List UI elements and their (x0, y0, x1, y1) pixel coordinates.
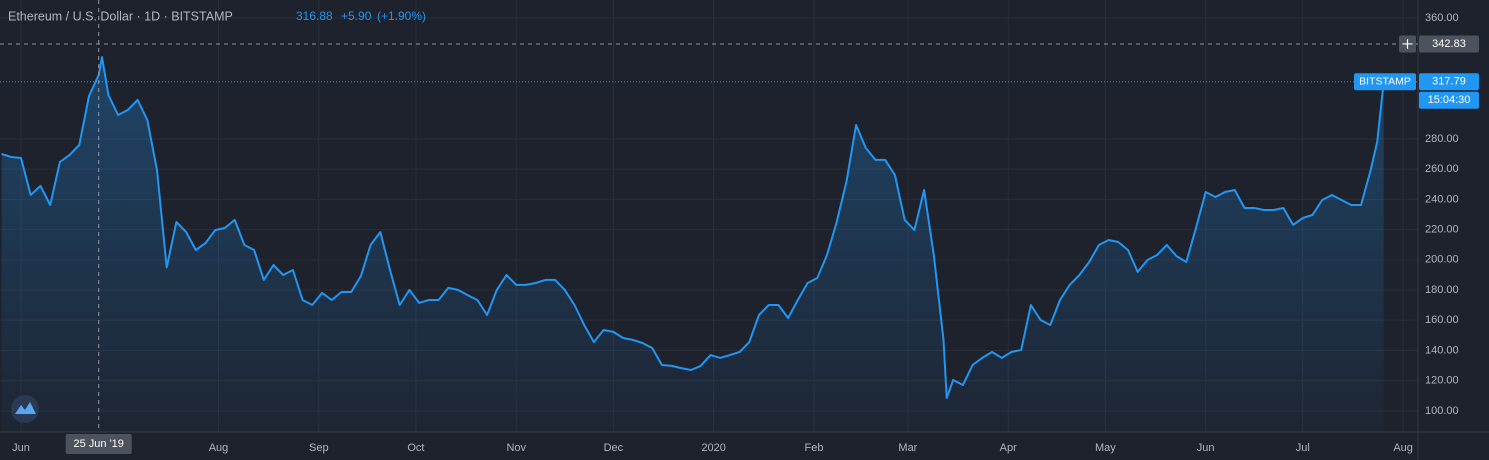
crosshair-y-box (1419, 35, 1479, 53)
last-price-box (1419, 73, 1479, 91)
x-tick-label: Oct (407, 442, 424, 454)
y-tick-label: 360.00 (1425, 12, 1459, 24)
y-tick-label: 200.00 (1425, 254, 1459, 266)
header-change: +5.90 (341, 9, 372, 23)
x-tick-label: Jul (1296, 442, 1310, 454)
countdown-box (1419, 91, 1479, 109)
y-tick-label: 220.00 (1425, 224, 1459, 236)
price-line (1, 56, 1385, 399)
last-price-label: 317.79 (1432, 76, 1466, 88)
exchange-tag-box (1354, 73, 1416, 91)
logo[interactable] (11, 395, 39, 423)
x-tick-label: Feb (805, 442, 824, 454)
y-tick-label: 140.00 (1425, 344, 1459, 356)
x-tick-label: 2020 (701, 442, 725, 454)
exchange-tag: BITSTAMP (1359, 76, 1411, 88)
x-tick-label: Dec (604, 442, 624, 454)
y-tick-label: 180.00 (1425, 284, 1459, 296)
logo-icon (15, 402, 36, 414)
countdown: 15:04:30 (1428, 94, 1471, 106)
y-tick-label: 100.00 (1425, 405, 1459, 417)
header-change-pct: (+1.90%) (377, 9, 426, 23)
x-tick-label: Jun (12, 442, 30, 454)
y-tick-label: 160.00 (1425, 314, 1459, 326)
area-fill (1, 57, 1384, 432)
y-tick-label: 240.00 (1425, 193, 1459, 205)
x-tick-label: Aug (209, 442, 229, 454)
y-tick-label: 260.00 (1425, 163, 1459, 175)
x-tick-label: Sep (309, 442, 329, 454)
x-tick-label: Nov (506, 442, 526, 454)
x-tick-label: Mar (898, 442, 917, 454)
chart-title: Ethereum / U.S. Dollar · 1D · BITSTAMP (8, 9, 233, 23)
x-tick-label: Apr (1000, 442, 1017, 454)
x-tick-label: May (1095, 442, 1116, 454)
crosshair-y-label: 342.83 (1432, 38, 1466, 50)
y-tick-label: 120.00 (1425, 375, 1459, 387)
x-tick-label: Jun (1197, 442, 1215, 454)
crosshair-x-box (65, 434, 132, 454)
x-tick-label: Aug (1393, 442, 1413, 454)
header-last: 316.88 (296, 9, 333, 23)
add-icon (1402, 38, 1413, 49)
y-tick-label: 280.00 (1425, 133, 1459, 145)
crosshair-x-label: 25 Jun '19 (74, 438, 124, 450)
